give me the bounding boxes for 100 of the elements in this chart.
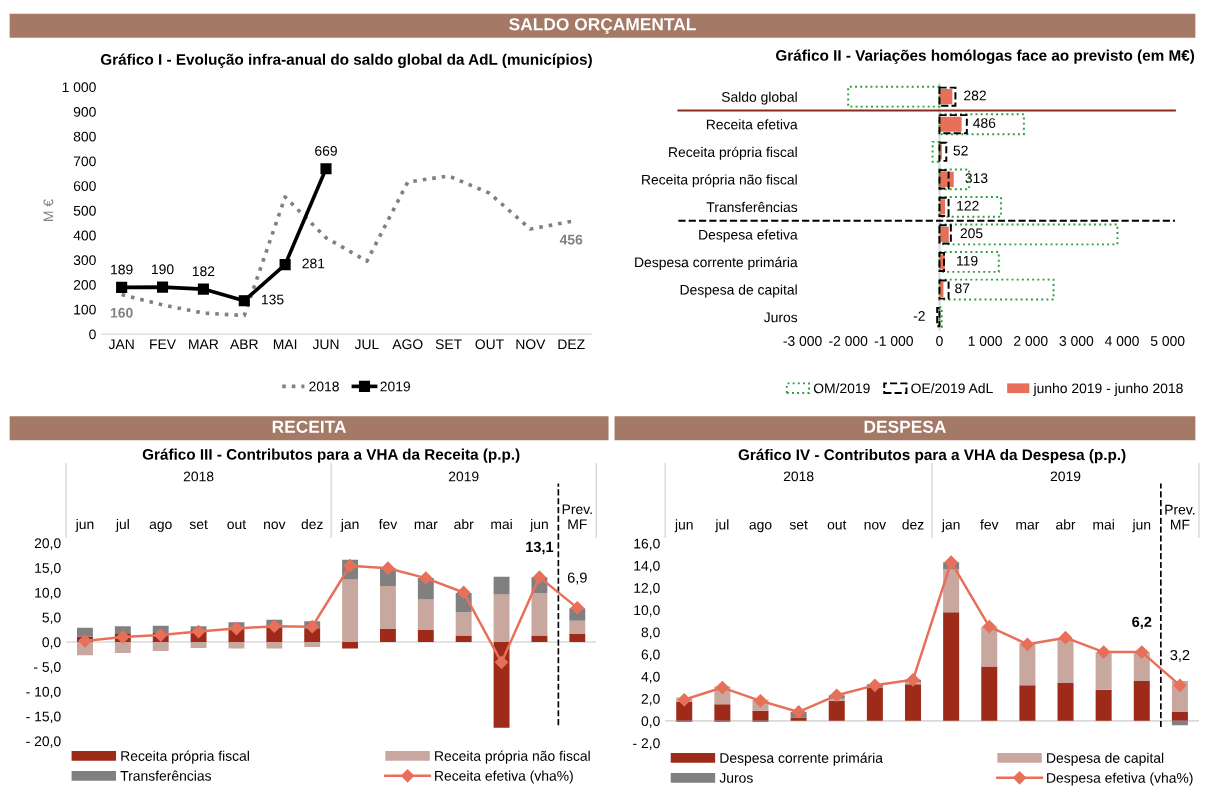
y-tick-label: 15,0 (35, 563, 61, 575)
y-tick-label: 12,0 (634, 583, 660, 595)
data-label: 119 (957, 255, 978, 266)
x-tick-label: mar (414, 521, 438, 530)
text: 2019 (1050, 471, 1081, 482)
x-tick-label: dez (902, 519, 924, 530)
chart-title: Gráfico III - Contributos para a VHA da Receita (p.p.) (142, 448, 520, 463)
text: 2018 (183, 471, 214, 482)
data-label: 205 (960, 228, 983, 239)
text: DESPESA (864, 420, 946, 433)
x-tick-label: SET (435, 339, 462, 350)
y-tick-label: 10,0 (634, 605, 660, 617)
y-tick-label: 200 (73, 279, 96, 290)
y-tick-label: 16,0 (634, 538, 660, 551)
legend-label: OM/2019 (813, 383, 870, 394)
x-tick-label: jun (75, 518, 94, 532)
y-tick-label: - 15,0 (26, 711, 61, 724)
legend-label: Despesa de capital (1047, 752, 1164, 766)
data-label: 182 (192, 266, 215, 277)
x-tick-label: 5 000 (1150, 336, 1185, 346)
x-tick-label: OUT (475, 339, 504, 350)
x-tick-label: JUL (354, 339, 379, 350)
x-tick-label: out (827, 520, 847, 530)
data-label: 52 (953, 145, 968, 156)
y-tick-label: 1 000 (62, 82, 96, 93)
data-label: 6,2 (1132, 616, 1152, 630)
x-tick-label: jan (340, 518, 359, 532)
y-tick-label: Receita própria fiscal (669, 146, 797, 160)
y-tick-label: 500 (73, 205, 96, 216)
y-tick-label: Saldo global (721, 91, 797, 105)
y-tick-label: 20,0 (34, 538, 61, 550)
x-tick-label: NOV (516, 339, 546, 350)
y-tick-label: Juros (763, 312, 798, 323)
x-tick-label: nov (864, 521, 887, 530)
text: SALDO ORÇAMENTAL (509, 18, 696, 34)
legend-label: Transferências (120, 770, 212, 781)
y-tick-label: 5,0 (42, 612, 61, 625)
x-tick-label: -3 000 (783, 336, 822, 346)
x-tick-label: nov (264, 521, 286, 530)
x-tick-label: -1 000 (874, 336, 913, 346)
x-tick-label: dez (301, 518, 323, 530)
data-label: 190 (152, 264, 174, 275)
y-tick-label: 900 (73, 106, 96, 117)
y-tick-label: 300 (73, 255, 96, 266)
data-label: 6,9 (567, 572, 587, 585)
y-tick-label: Transferências (706, 201, 798, 213)
x-tick-label: out (227, 520, 247, 530)
y-tick-label: 6,0 (641, 649, 660, 662)
x-tick-label: mai (491, 518, 512, 530)
y-tick-label: - 5,0 (34, 662, 61, 674)
y-tick-label: 800 (73, 131, 96, 142)
x-tick-label: Prev. MF (1165, 504, 1195, 530)
x-tick-label: fev (378, 518, 398, 530)
x-tick-label: MAR (189, 339, 219, 349)
data-label: 135 (261, 294, 284, 305)
y-axis-title: M € (43, 199, 54, 221)
x-tick-label: fev (980, 519, 999, 530)
legend-label: Despesa corrente primária (720, 752, 883, 766)
x-tick-label: 0 (936, 336, 943, 346)
x-tick-label: 3 000 (1059, 336, 1094, 346)
data-label: 486 (973, 118, 996, 128)
data-label: 13,1 (526, 541, 554, 555)
x-tick-label: DEZ (558, 339, 585, 349)
legend-label: Receita efetiva (vha%) (435, 770, 573, 784)
data-label: 160 (110, 307, 133, 318)
x-tick-label: JUN (312, 339, 339, 350)
x-tick-label: mai (1093, 519, 1114, 530)
x-tick-label: ABR (230, 339, 258, 349)
x-tick-label: JAN (108, 339, 134, 350)
x-tick-label: Prev. MF (562, 504, 592, 529)
x-tick-label: ago (149, 521, 172, 532)
data-label: 122 (957, 200, 979, 211)
y-tick-label: 700 (73, 156, 96, 167)
data-label: -2 (913, 310, 925, 321)
x-tick-label: 4 000 (1104, 336, 1139, 346)
chart-title: Gráfico IV - Contributos para a VHA da Despesa (p.p.) (738, 448, 1126, 464)
y-tick-label: Despesa efetiva (699, 229, 798, 243)
y-tick-label: 10,0 (35, 587, 61, 600)
text: 2019 (448, 471, 479, 482)
data-label: 282 (964, 90, 986, 101)
x-tick-label: -2 000 (829, 336, 868, 346)
x-tick-label: abr (1056, 519, 1076, 530)
text: 2018 (783, 471, 814, 482)
x-tick-label: 1 000 (968, 336, 1002, 346)
x-tick-label: jul (115, 518, 129, 532)
legend-label: Receita própria fiscal (121, 750, 249, 764)
x-tick-label: jun (674, 519, 693, 533)
legend-label: OE/2019 AdL (911, 383, 993, 394)
y-tick-label: - 2,0 (633, 738, 660, 750)
x-tick-label: jan (941, 519, 960, 533)
data-label: 313 (965, 173, 988, 184)
y-tick-label: 2,0 (641, 693, 660, 706)
legend-label: Receita própria não fiscal (435, 750, 590, 764)
x-tick-label: jun (1132, 519, 1151, 533)
y-tick-label: 400 (73, 230, 96, 241)
y-tick-label: 4,0 (641, 671, 660, 684)
data-label: 3,2 (1170, 649, 1190, 662)
y-tick-label: 100 (74, 304, 96, 315)
data-label: 669 (315, 145, 337, 156)
x-tick-label: 2 000 (1014, 336, 1048, 346)
